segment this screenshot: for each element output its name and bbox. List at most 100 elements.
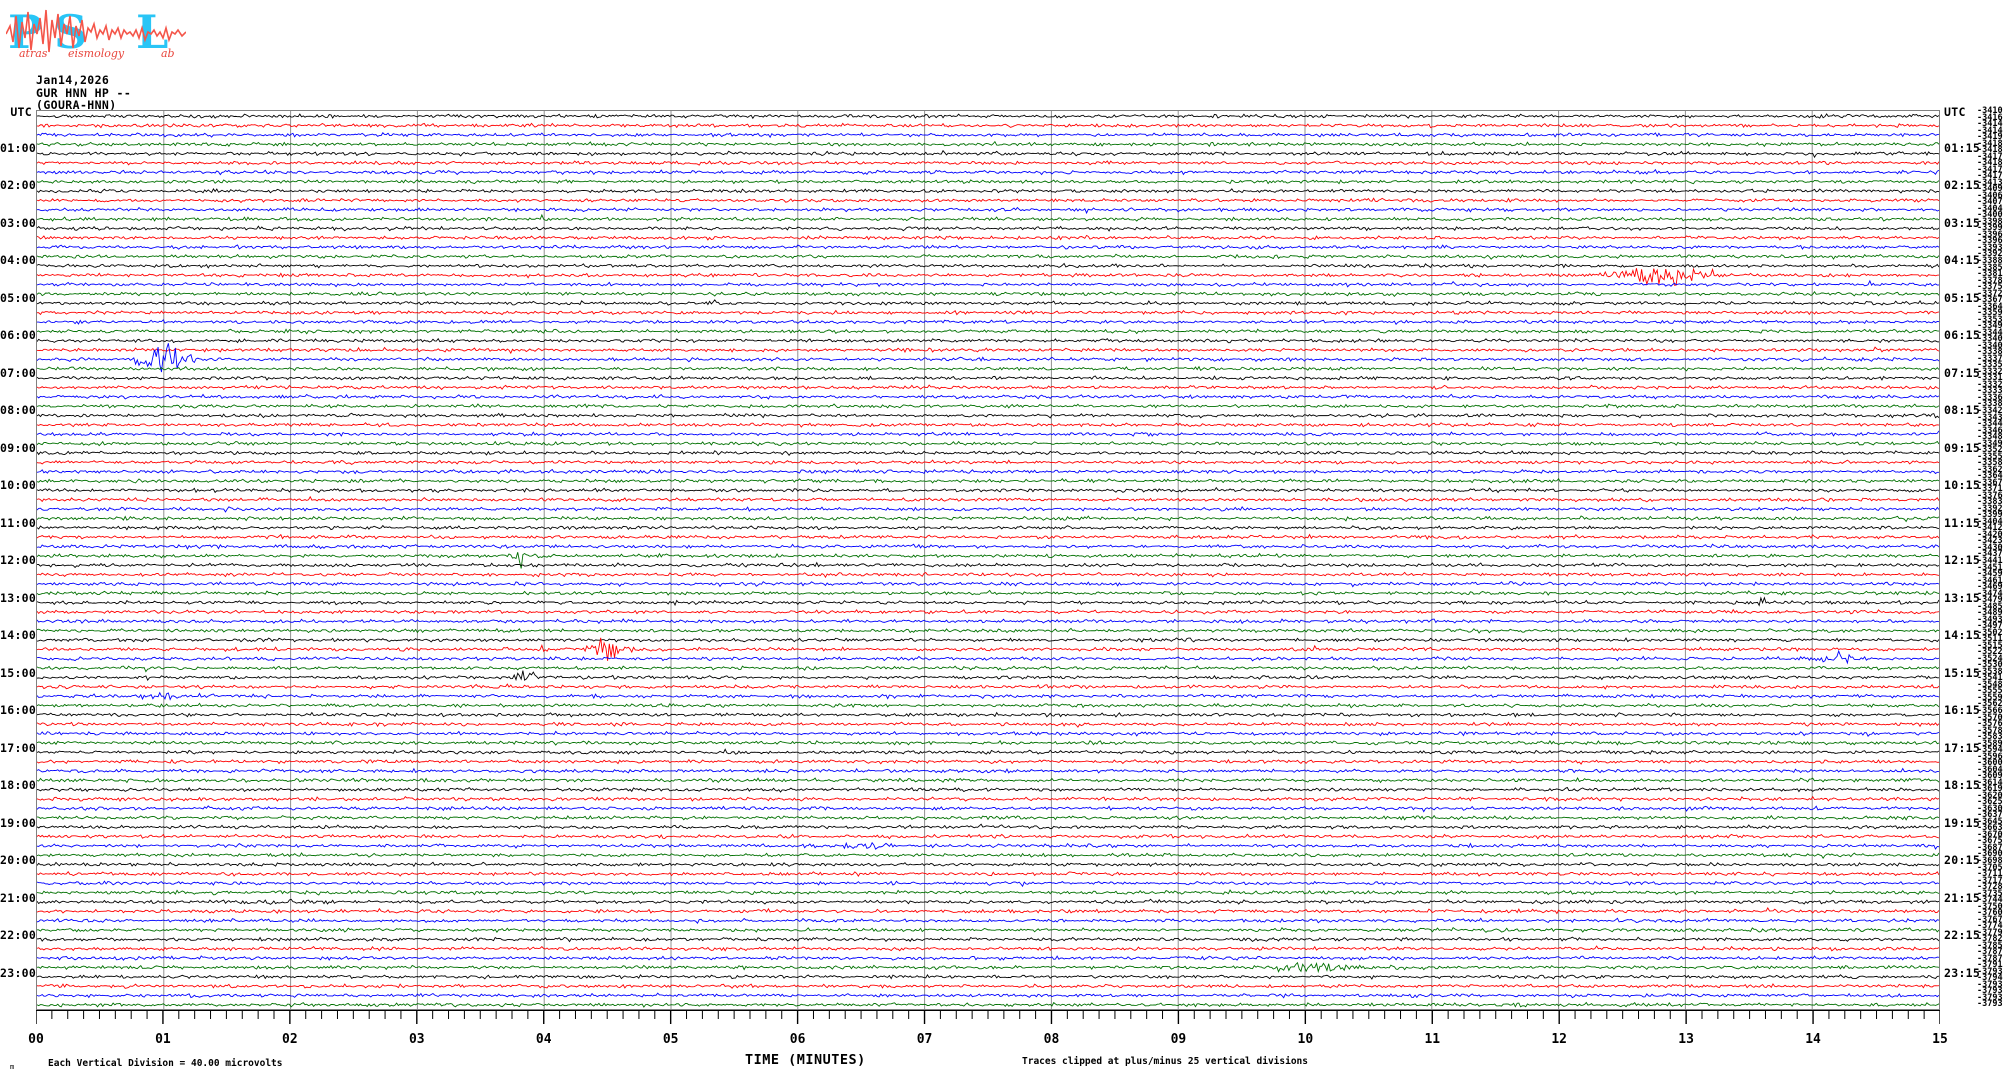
trace-offset-value: -3524 [1977, 653, 2003, 664]
division-mark: m [10, 1063, 15, 1071]
logo-subtext: atras eismology ab [19, 47, 175, 60]
trace-offset-value: -3596 [1977, 751, 2003, 762]
logo-sub-patras: atras [19, 47, 48, 60]
plot-header: Jan14,2026 GUR HNN HP -- (GOURA-HNN) [36, 74, 131, 112]
trace-offset-value: -3338 [1977, 399, 2003, 410]
trace-offset-value: -3404 [1977, 516, 2003, 527]
trace-offset-value: -3511 [1977, 634, 2003, 645]
trace-offset-value: -3418 [1977, 158, 2003, 169]
right-time-2315: 23:15 [1944, 965, 1981, 980]
x-tick-label-02: 02 [282, 1032, 298, 1047]
seismic-trace [37, 122, 1939, 129]
x-tick-label-13: 13 [1678, 1032, 1694, 1047]
left-time-0800: 08:00 [0, 403, 37, 417]
trace-offset-value: -3407 [1977, 197, 2003, 208]
right-time-0515: 05:15 [1944, 290, 1981, 305]
seismic-trace [37, 365, 1939, 372]
seismic-trace [37, 880, 1939, 888]
seismic-trace [37, 113, 1939, 120]
x-tick-label-05: 05 [662, 1032, 679, 1047]
seismic-trace [37, 346, 1939, 355]
seismic-trace [37, 683, 1939, 690]
seismic-trace [37, 412, 1939, 419]
trace-offset-value: -3687 [1977, 842, 2003, 853]
right-time-0115: 01:15 [1944, 140, 1981, 155]
trace-canvas [37, 111, 1939, 1009]
seismic-trace [37, 291, 1939, 297]
seismic-trace [37, 581, 1939, 588]
seismic-trace [37, 983, 1939, 989]
x-tick-label-08: 08 [1043, 1032, 1060, 1047]
seismic-trace [37, 852, 1939, 859]
trace-offset-value: -3530 [1977, 660, 2003, 671]
seismic-trace [37, 140, 1939, 148]
seismic-trace [37, 168, 1939, 176]
trace-offset-value: -3396 [1977, 236, 2003, 247]
helicorder-plot[interactable] [36, 110, 1940, 1010]
trace-offset-value: -3785 [1977, 940, 2003, 951]
x-tick-label-03: 03 [408, 1032, 425, 1047]
trace-offset-value: -3371 [1977, 484, 2003, 495]
trace-offset-value: -3461 [1977, 575, 2003, 586]
trace-offset-value: -3735 [1977, 888, 2003, 899]
seismic-trace [37, 262, 1939, 269]
trace-offset-value: -3414 [1977, 119, 2003, 130]
header-channel: GUR HNN HP -- [36, 85, 132, 100]
right-time-1315: 13:15 [1944, 590, 1981, 605]
left-time-2300: 23:00 [0, 965, 37, 980]
right-time-0215: 02:15 [1944, 178, 1981, 192]
trace-offset-value: -3779 [1977, 927, 2003, 938]
seismic-trace [37, 907, 1939, 915]
trace-offset-value: -3750 [1977, 901, 2003, 912]
trace-offset-value: -3698 [1977, 856, 2003, 866]
seismic-trace [37, 468, 1939, 475]
right-time-1815: 18:15 [1944, 778, 1981, 792]
seismic-trace [37, 992, 1939, 999]
right-time-2015: 20:15 [1944, 853, 1981, 867]
trace-offset-value: -3793 [1977, 999, 2003, 1010]
trace-offset-value: -3331 [1977, 373, 2003, 384]
seismic-trace [37, 945, 1939, 952]
seismic-trace [37, 533, 1939, 541]
left-time-0900: 09:00 [0, 440, 37, 455]
seismic-trace [37, 649, 1939, 665]
trace-offset-value: -3791 [1977, 960, 2003, 971]
trace-offset-value: -3399 [1977, 510, 2003, 521]
trace-offset-value: -3774 [1977, 921, 2003, 932]
trace-offset-value: -3364 [1977, 301, 2003, 312]
right-time-1015: 10:15 [1944, 478, 1981, 492]
seismic-trace [37, 160, 1939, 166]
trace-offset-value: -3451 [1977, 562, 2003, 573]
seismic-trace [37, 403, 1939, 409]
seismic-trace [37, 889, 1939, 896]
trace-offset-value: -3793 [1977, 992, 2003, 1003]
x-tick-label-10: 10 [1297, 1032, 1314, 1047]
trace-offset-value: -3663 [1977, 823, 2003, 834]
trace-offset-value: -3375 [1977, 282, 2003, 293]
x-tick-label-11: 11 [1424, 1032, 1441, 1047]
trace-offset-value: -3767 [1977, 914, 2003, 925]
x-tick-label-01: 01 [155, 1032, 171, 1047]
trace-offset-value: -3346 [1977, 425, 2003, 436]
left-time-1700: 17:00 [0, 740, 37, 755]
trace-offset-value: -3400 [1977, 210, 2003, 221]
clip-note: Traces clipped at plus/minus 25 vertical… [1022, 1056, 1308, 1067]
seismic-trace [37, 1001, 1939, 1008]
trace-offset-value: -3344 [1977, 327, 2003, 338]
seismic-trace [37, 841, 1939, 850]
trace-offset-value: -3479 [1977, 595, 2003, 606]
seismic-trace [37, 309, 1939, 316]
left-time-1800: 18:00 [0, 778, 37, 792]
right-time-1915: 19:15 [1944, 815, 1981, 830]
trace-offset-value: -3383 [1977, 497, 2003, 508]
right-time-0615: 06:15 [1944, 328, 1981, 342]
seismic-trace [37, 973, 1939, 980]
logo-waveform [6, 9, 186, 53]
header-date: Jan14,2026 [36, 73, 110, 87]
trace-offset-value: -3362 [1977, 464, 2003, 475]
trace-offset-value: -3600 [1977, 758, 2003, 769]
trace-offset-value: -3493 [1977, 614, 2003, 625]
right-time-1415: 14:15 [1944, 628, 1981, 642]
seismic-trace [37, 833, 1939, 840]
trace-offset-value: -3340 [1977, 340, 2003, 351]
